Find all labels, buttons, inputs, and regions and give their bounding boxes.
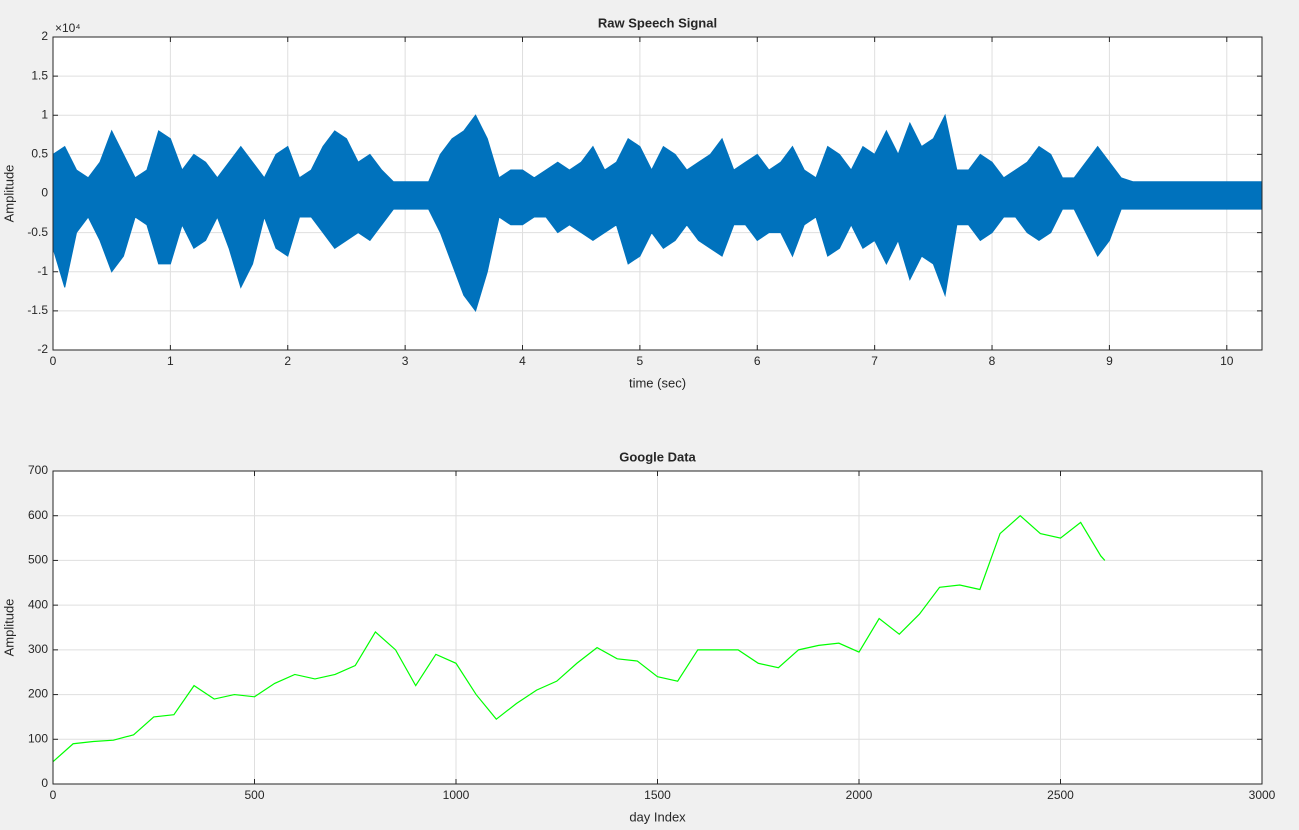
y-tick-label: 0.5 bbox=[31, 147, 48, 161]
x-tick-label: 1500 bbox=[644, 788, 671, 802]
signal-area bbox=[52, 113, 1263, 194]
y-axis-label: Amplitude bbox=[1, 165, 16, 223]
y-tick-label: 500 bbox=[28, 553, 48, 567]
x-tick-label: 2 bbox=[284, 354, 291, 368]
x-tick-label: 3000 bbox=[1249, 788, 1276, 802]
chart-title: Google Data bbox=[619, 449, 696, 464]
y-tick-label: 100 bbox=[28, 731, 48, 745]
y-tick-label: -0.5 bbox=[27, 225, 48, 239]
y-axis-label: Amplitude bbox=[1, 599, 16, 657]
y-tick-label: 0 bbox=[41, 186, 48, 200]
y-tick-label: -1 bbox=[37, 264, 48, 278]
chart-title: Raw Speech Signal bbox=[598, 15, 717, 30]
y-tick-label: 1 bbox=[41, 107, 48, 121]
signal-area bbox=[52, 193, 1263, 312]
x-axis-label: day Index bbox=[629, 809, 686, 824]
y-tick-label: 400 bbox=[28, 597, 48, 611]
x-tick-label: 3 bbox=[402, 354, 409, 368]
x-tick-label: 5 bbox=[637, 354, 644, 368]
x-tick-label: 8 bbox=[989, 354, 996, 368]
axes-box bbox=[52, 470, 1263, 785]
x-tick-label: 2000 bbox=[846, 788, 873, 802]
y-tick-label: 2 bbox=[41, 29, 48, 43]
data-line bbox=[52, 514, 1106, 763]
y-tick-label: 700 bbox=[28, 463, 48, 477]
x-tick-label: 500 bbox=[244, 788, 264, 802]
y-tick-label: 600 bbox=[28, 508, 48, 522]
x-axis-label: time (sec) bbox=[629, 375, 686, 390]
x-tick-label: 0 bbox=[50, 788, 57, 802]
y-tick-label: 300 bbox=[28, 642, 48, 656]
x-tick-label: 1000 bbox=[443, 788, 470, 802]
x-tick-label: 7 bbox=[871, 354, 878, 368]
x-tick-label: 9 bbox=[1106, 354, 1113, 368]
y-tick-label: 0 bbox=[41, 776, 48, 790]
y-exponent: ×10⁴ bbox=[55, 21, 81, 35]
x-tick-label: 1 bbox=[167, 354, 174, 368]
x-tick-label: 2500 bbox=[1047, 788, 1074, 802]
y-tick-label: -2 bbox=[37, 342, 48, 356]
axes-box bbox=[52, 36, 1263, 351]
y-tick-label: -1.5 bbox=[27, 303, 48, 317]
y-tick-label: 1.5 bbox=[31, 68, 48, 82]
x-tick-label: 10 bbox=[1220, 354, 1234, 368]
x-tick-label: 4 bbox=[519, 354, 526, 368]
x-tick-label: 6 bbox=[754, 354, 761, 368]
x-tick-label: 0 bbox=[50, 354, 57, 368]
y-tick-label: 200 bbox=[28, 687, 48, 701]
